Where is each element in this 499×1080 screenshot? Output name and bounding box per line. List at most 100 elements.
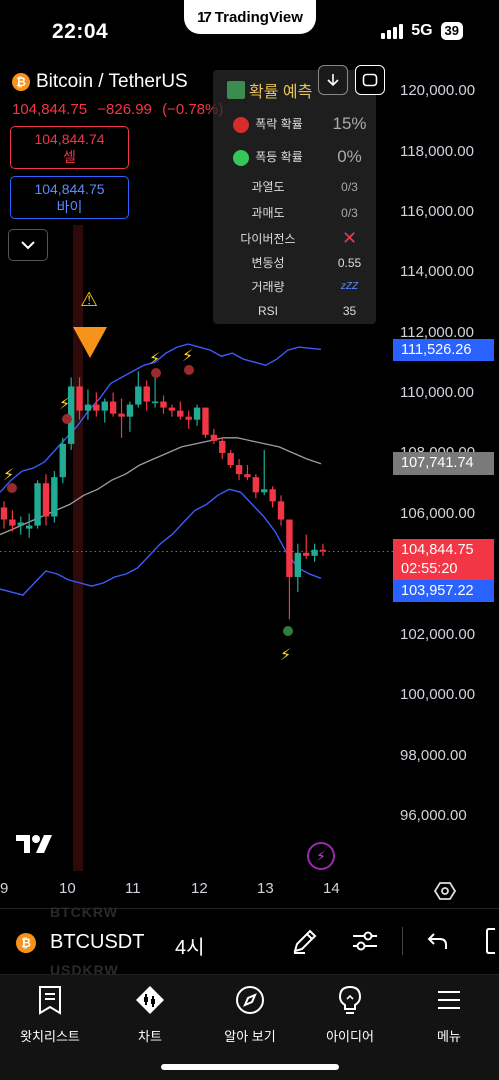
watchlist-icon — [39, 986, 61, 1015]
fullscreen-icon[interactable] — [355, 65, 385, 95]
y-tick: 112,000.00 — [400, 324, 474, 341]
candle-body — [84, 404, 92, 411]
lower-band-line — [0, 488, 322, 596]
ghost-symbol-top: BTCKRW — [50, 904, 118, 920]
candle-body — [235, 465, 243, 475]
nav-ideas[interactable]: 아이디어 — [300, 985, 400, 1045]
candle-body — [59, 443, 66, 478]
candle-body — [109, 401, 117, 414]
candle-body — [269, 489, 276, 502]
sell-price: 104,844.74 — [34, 131, 105, 147]
rsi-row: RSI 35 — [213, 304, 376, 318]
lightning-icon: ⚡ — [149, 351, 160, 368]
price-change: −826.99 — [97, 101, 152, 118]
volatility-label: 변동성 — [251, 256, 285, 270]
divergence-label: 다이버전스 — [240, 232, 296, 246]
prediction-panel: 확률 예측 폭락 확률 15% 폭등 확률 0% 과열도 0/3 과매도 0/3… — [213, 70, 376, 324]
x-tick: 13 — [257, 880, 274, 897]
last-price: 104,844.75 — [12, 101, 88, 118]
settings-hex-icon[interactable] — [433, 880, 457, 902]
symbol-bar: BTCKRW USDKRW ₿ BTCUSDT 4시 — [0, 904, 499, 978]
candle-body — [294, 552, 302, 577]
lightning-icon: ⚡ — [59, 396, 70, 413]
candle-body — [177, 410, 184, 417]
candle-body — [34, 483, 41, 526]
price-change-pct: (−0.78%) — [162, 101, 224, 118]
surge-row: 폭등 확률 0% — [213, 147, 376, 167]
price-chart[interactable]: ⚡ ⚡ ⚡ ⚡ ⚡ ⚠ — [0, 60, 499, 905]
candle-body — [319, 549, 327, 552]
tradingview-pill[interactable]: 17 TradingView — [184, 0, 316, 34]
candle-body — [143, 386, 150, 402]
candle-body — [151, 401, 159, 404]
countdown: 02:55:20 — [401, 561, 458, 577]
symbol-ticker[interactable]: BTCUSDT — [50, 931, 145, 953]
price-row: 104,844.75 −826.99 (−0.78%) — [12, 101, 229, 118]
chart-icon — [136, 986, 164, 1014]
last-price-tag-value: 104,844.75 — [401, 542, 474, 558]
candle-body — [93, 404, 100, 411]
bottom-nav: 왓치리스트 차트 알아 보기 아이디어 메뉴 — [0, 974, 499, 1080]
y-tick: 96,000.00 — [400, 807, 467, 824]
candle-body — [9, 519, 16, 526]
candle-body — [227, 452, 234, 466]
x-tick: 10 — [59, 880, 76, 897]
candle-body — [67, 386, 75, 444]
candle-body — [202, 407, 209, 435]
nav-label: 아이디어 — [326, 1029, 374, 1044]
oversold-value: 0/3 — [341, 205, 358, 220]
overheat-label: 과열도 — [251, 180, 285, 194]
nav-label: 차트 — [138, 1029, 162, 1044]
home-indicator — [161, 1064, 339, 1070]
candle-body — [25, 525, 33, 529]
surge-label: 폭등 확률 — [255, 150, 303, 165]
fullscreen-bracket-icon[interactable] — [478, 924, 499, 958]
nav-menu[interactable]: 메뉴 — [399, 985, 499, 1045]
undo-icon[interactable] — [420, 924, 454, 958]
battery-icon: 39 — [440, 22, 463, 40]
toolbar-divider — [402, 927, 403, 955]
candle-body — [0, 507, 8, 520]
interval-selector[interactable]: 4시 — [175, 937, 205, 959]
lightning-circle-icon[interactable]: ⚡ — [307, 842, 335, 870]
candle-body — [76, 386, 83, 411]
volatility-value: 0.55 — [337, 255, 362, 270]
download-icon[interactable] — [318, 65, 348, 95]
down-arrow-marker — [73, 327, 107, 358]
y-tick: 114,000.00 — [400, 263, 474, 280]
nav-explore[interactable]: 알아 보기 — [200, 985, 300, 1045]
symbol-header[interactable]: ₿ Bitcoin / TetherUS — [12, 71, 188, 93]
overheat-row: 과열도 0/3 — [213, 178, 376, 195]
red-signal-dot — [7, 483, 17, 493]
y-tick: 100,000.00 — [400, 686, 476, 703]
upper-band-tag: 111,526.26 — [393, 339, 494, 361]
chevron-down-icon[interactable] — [8, 229, 48, 261]
red-signal-dot — [184, 365, 194, 375]
buy-button[interactable]: 104,844.75 바이 — [10, 176, 129, 219]
pen-icon[interactable] — [288, 924, 322, 958]
lightbulb-icon — [338, 985, 362, 1014]
candle-body — [277, 501, 285, 520]
nav-chart[interactable]: 차트 — [100, 985, 200, 1045]
sell-button[interactable]: 104,844.74 셀 — [10, 126, 129, 169]
buy-price: 104,844.75 — [34, 181, 105, 197]
candle-body — [126, 404, 134, 417]
rsi-label: RSI — [257, 304, 278, 318]
bitcoin-icon: ₿ — [16, 933, 36, 953]
oversold-row: 과매도 0/3 — [213, 204, 376, 221]
candle-body — [244, 474, 251, 478]
prediction-title: 확률 예측 — [227, 78, 312, 102]
oversold-label: 과매도 — [251, 206, 285, 220]
x-tick: 14 — [323, 880, 340, 897]
candle-body — [286, 519, 293, 577]
nav-label: 메뉴 — [437, 1029, 461, 1044]
prediction-title-text: 확률 예측 — [249, 84, 313, 101]
nav-watchlist[interactable]: 왓치리스트 — [0, 985, 100, 1045]
candle-body — [101, 401, 108, 411]
candle-body — [17, 522, 24, 526]
indicators-icon[interactable] — [348, 924, 382, 958]
candle-body — [261, 489, 268, 493]
lower-band-tag: 103,957.22 — [393, 580, 494, 602]
y-tick: 120,000.00 — [400, 82, 476, 99]
compass-icon — [236, 986, 264, 1014]
